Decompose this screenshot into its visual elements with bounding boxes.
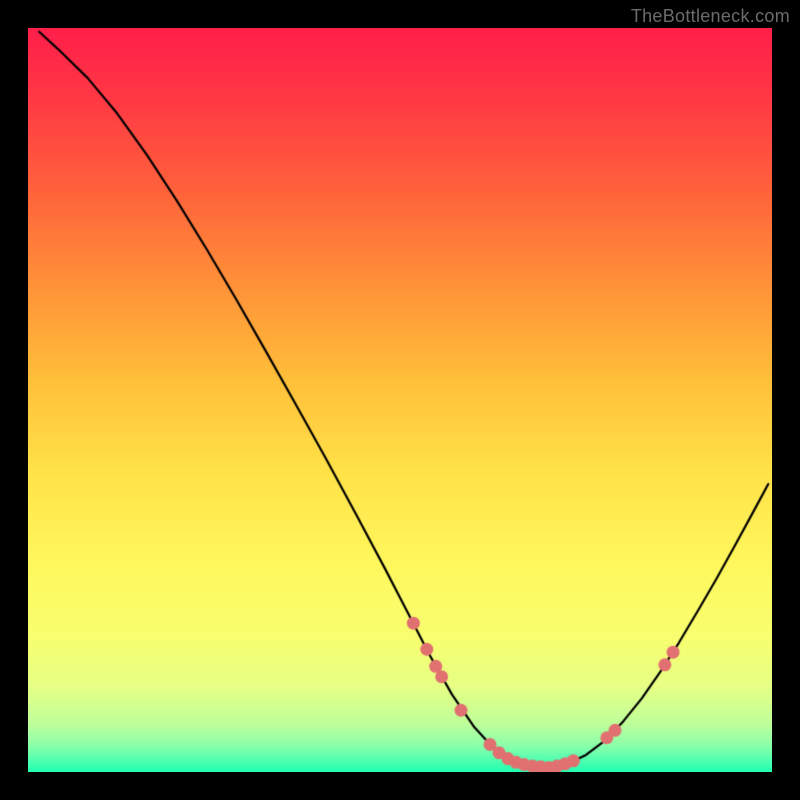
- chart-container: { "watermark": { "text": "TheBottleneck.…: [0, 0, 800, 800]
- plot-area: [28, 28, 772, 772]
- watermark-text: TheBottleneck.com: [631, 6, 790, 27]
- bottleneck-curve: [28, 28, 772, 772]
